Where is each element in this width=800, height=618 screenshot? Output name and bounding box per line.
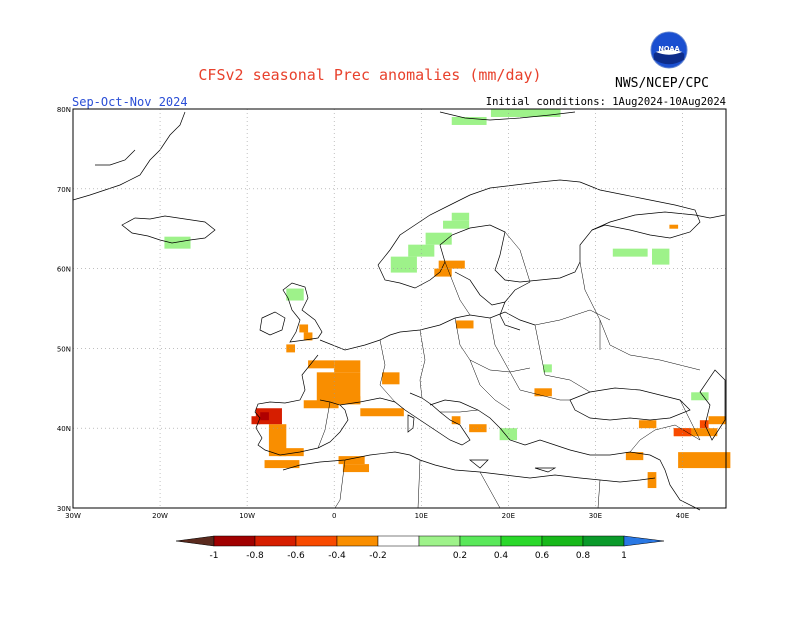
colorbar-box	[459, 535, 502, 547]
anomaly-cell	[443, 220, 470, 229]
colorbar-right-arrow	[623, 535, 665, 547]
anomaly-cell	[691, 392, 709, 401]
lat-tick-label: 70N	[57, 186, 71, 194]
anomaly-cell	[286, 288, 304, 301]
anomaly-cell	[303, 332, 313, 341]
anomaly-cell	[678, 452, 731, 469]
anomaly-cell	[277, 448, 304, 457]
colorbar-left-arrow	[175, 535, 215, 547]
anomaly-cell	[673, 428, 692, 437]
lat-tick-label: 80N	[57, 106, 71, 114]
colorbar-label: 0.6	[535, 551, 550, 561]
lon-tick-label: 40E	[676, 512, 689, 520]
colorbar-box	[254, 535, 297, 547]
anomaly-cell	[342, 464, 370, 473]
anomaly-cell	[438, 260, 465, 269]
colorbar-label: -0.4	[328, 551, 346, 561]
anomaly-cell	[456, 320, 474, 329]
colorbar-label: 0.4	[494, 551, 509, 561]
anomaly-cell	[408, 244, 435, 257]
anomaly-cell	[451, 212, 470, 221]
colorbar-box	[541, 535, 584, 547]
colorbar-box	[500, 535, 543, 547]
anomaly-cell	[543, 364, 552, 373]
anomaly-cells	[164, 109, 731, 489]
chart-title: CFSv2 seasonal Prec anomalies (mm/day)	[198, 66, 542, 84]
initial-conditions-label: Initial conditions: 1Aug2024-10Aug2024	[485, 96, 726, 108]
colorbar-label: -0.6	[287, 551, 305, 561]
anomaly-cell	[303, 400, 339, 409]
anomaly-cell	[299, 324, 309, 333]
anomaly-cell	[286, 344, 296, 353]
anomaly-cell	[264, 460, 300, 469]
colorbar-label: -1	[210, 551, 219, 561]
anomaly-cell	[451, 116, 487, 125]
lat-tick-label: 30N	[57, 505, 71, 513]
anomaly-cell	[673, 428, 718, 437]
anomaly-cell	[382, 372, 400, 385]
anomaly-cell	[669, 224, 679, 229]
anomaly-cell	[360, 408, 404, 417]
anomaly-cell	[334, 360, 361, 373]
lat-tick-label: 60N	[57, 266, 71, 274]
lon-tick-label: 10E	[415, 512, 428, 520]
anomaly-cell	[612, 248, 648, 257]
anomaly-cell	[425, 232, 452, 245]
anomaly-cell	[638, 420, 657, 429]
anomaly-cell	[708, 416, 726, 425]
lon-tick-label: 30W	[65, 512, 81, 520]
colorbar-box	[336, 535, 379, 547]
map-frame	[72, 108, 727, 509]
anomaly-cell	[338, 456, 365, 465]
anomaly-cell	[534, 388, 552, 397]
lon-tick-label: 20W	[152, 512, 168, 520]
noaa-logo-icon: NOAA	[650, 31, 688, 69]
anomaly-cell	[308, 360, 335, 369]
season-label: Sep-Oct-Nov 2024	[72, 95, 188, 109]
colorbar-box	[213, 535, 256, 547]
anomaly-cell	[251, 416, 261, 425]
lat-tick-label: 50N	[57, 345, 71, 353]
anomaly-cell	[490, 109, 561, 117]
colorbar-box	[295, 535, 338, 547]
anomaly-cell	[499, 428, 518, 441]
colorbar-label: 0.8	[576, 551, 591, 561]
anomaly-cell	[164, 236, 191, 249]
lon-tick-label: 20E	[502, 512, 515, 520]
colorbar-label: 0.2	[453, 551, 467, 561]
colorbar-label: -0.8	[246, 551, 264, 561]
anomaly-cell	[625, 452, 644, 461]
lon-tick-label: 10W	[239, 512, 255, 520]
lat-tick-label: 40N	[57, 425, 71, 433]
anomaly-cell	[434, 268, 452, 277]
lon-tick-label: 30E	[589, 512, 602, 520]
colorbar-label: 1	[621, 551, 627, 561]
colorbar-box	[377, 535, 420, 547]
colorbar-label: -0.2	[369, 551, 387, 561]
anomaly-cell	[651, 248, 670, 265]
country-borders	[317, 231, 701, 509]
grid-lines	[73, 109, 726, 508]
anomaly-cell	[260, 412, 269, 421]
anomaly-cell	[451, 416, 461, 425]
anomaly-cell	[647, 472, 657, 489]
axis-ticks: 30W 20W 10W 0 10E 20E 30E 40E 80N 70N 60N 50N 40N 30N	[57, 106, 689, 520]
lon-tick-label: 0	[332, 512, 336, 520]
anomaly-cell	[699, 420, 709, 429]
coastlines	[72, 111, 726, 511]
colorbar-box	[418, 535, 461, 547]
noaa-logo-text: NOAA	[658, 45, 680, 53]
colorbar-box	[582, 535, 625, 547]
anomaly-cell	[334, 396, 361, 405]
agency-label: NWS/NCEP/CPC	[615, 76, 709, 91]
